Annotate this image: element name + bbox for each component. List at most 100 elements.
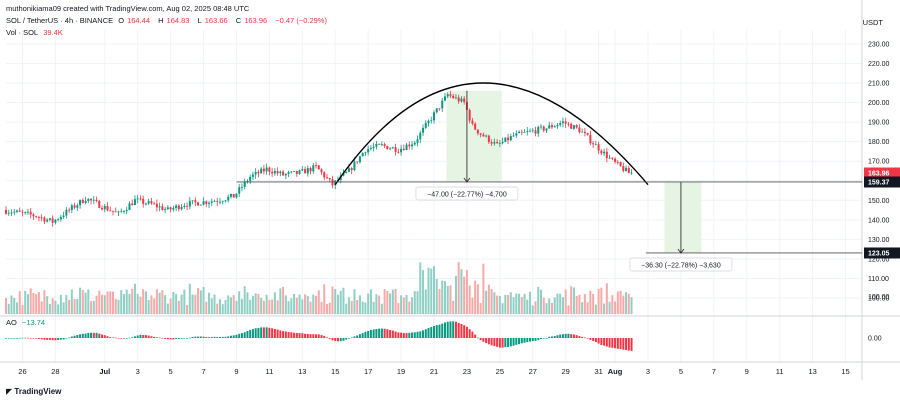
ao-bar <box>7 338 10 339</box>
candle-body <box>353 161 356 171</box>
candle-body <box>345 171 348 173</box>
ao-bar <box>463 325 466 338</box>
ao-legend: AO −13.74 <box>6 318 48 327</box>
candle-body <box>520 131 523 133</box>
ao-bar <box>120 338 123 339</box>
candle-body <box>262 168 265 172</box>
ao-bar <box>172 338 175 340</box>
ao-bar <box>550 336 553 338</box>
ao-bar <box>504 338 507 348</box>
price-tick-label: 150.00 <box>868 198 890 205</box>
ao-bar <box>383 328 386 338</box>
candle-body <box>197 202 200 206</box>
candle-body <box>559 123 562 125</box>
candle-body <box>246 181 249 182</box>
volume-bar <box>216 303 219 314</box>
candle-body <box>487 135 490 143</box>
time-tick-label: 27 <box>529 367 537 376</box>
volume-bar <box>630 297 633 314</box>
candle-body <box>224 200 227 202</box>
candle-body <box>369 148 372 150</box>
volume-bar <box>540 289 542 314</box>
symbol-label[interactable]: SOL / TetherUS · 4h · BINANCE <box>6 16 114 25</box>
candle-body <box>301 169 304 171</box>
candle-body <box>98 201 101 208</box>
volume-legend: Vol · SOL 39.4K <box>6 28 66 37</box>
candle-body <box>271 171 274 174</box>
candle-body <box>142 198 145 204</box>
ao-label[interactable]: AO <box>6 318 17 327</box>
candle-body <box>249 176 252 182</box>
volume-bar <box>336 294 339 314</box>
ao-bar <box>147 335 150 338</box>
ao-bar <box>153 336 156 338</box>
ao-bar <box>43 338 46 340</box>
ao-bar <box>342 338 345 341</box>
volume-bar <box>474 280 477 314</box>
ao-bar <box>380 328 383 338</box>
volume-bar <box>7 303 10 314</box>
volume-bar <box>18 291 21 314</box>
volume-bar <box>430 268 433 314</box>
ao-bar <box>457 322 460 338</box>
volume-bar <box>564 289 567 314</box>
ao-bar <box>166 338 169 340</box>
close-label: C <box>235 16 242 25</box>
time-tick-label: 25 <box>496 367 504 376</box>
ao-bar <box>597 338 600 344</box>
candle-body <box>441 100 444 109</box>
volume-bar <box>361 301 364 314</box>
ao-bar <box>394 331 397 338</box>
ao-bar <box>87 332 90 338</box>
ao-bar <box>347 338 350 339</box>
volume-bar <box>276 300 279 314</box>
candle-body <box>51 218 54 223</box>
volume-bar <box>372 301 375 314</box>
ao-bar <box>158 337 161 339</box>
volume-label[interactable]: Vol · SOL <box>6 28 39 37</box>
ao-bar <box>251 329 254 338</box>
ao-bar <box>575 335 578 338</box>
volume-bar <box>43 289 46 314</box>
ao-bar <box>386 329 389 338</box>
ao-bar <box>249 329 252 338</box>
currency-text: USDT <box>862 18 883 27</box>
candle-body <box>627 167 630 174</box>
time-tick-label: 29 <box>562 367 570 376</box>
ao-bar <box>471 331 474 338</box>
tradingview-logo[interactable]: ◤ TradingView <box>6 387 61 396</box>
candle-body <box>208 202 211 204</box>
volume-bar <box>578 294 581 314</box>
candle-body <box>306 168 309 174</box>
volume-bar <box>545 303 548 314</box>
ao-bar <box>564 333 567 338</box>
ao-bar <box>518 338 521 345</box>
volume-bar <box>394 288 397 314</box>
candle-body <box>309 168 312 172</box>
volume-bar <box>219 299 221 314</box>
volume-bar <box>356 299 359 314</box>
ao-bar <box>213 336 216 338</box>
change-value: −0.47 (−0.29%) <box>275 16 327 25</box>
attribution-line: muthonikiama09 created with TradingView.… <box>6 4 252 13</box>
ao-bar <box>205 337 208 338</box>
volume-bar <box>10 295 13 314</box>
candle-body <box>457 97 460 102</box>
time-tick-label: 11 <box>776 367 784 376</box>
candle-body <box>43 217 46 222</box>
ao-bar <box>194 336 197 338</box>
volume-bar <box>208 292 211 314</box>
ao-bar <box>356 335 359 338</box>
ao-bar <box>68 337 71 339</box>
candle-body <box>95 199 98 202</box>
volume-bar <box>600 287 603 314</box>
ao-bar <box>627 338 630 351</box>
ao-bar <box>276 329 279 338</box>
candle-body <box>463 98 466 102</box>
ao-bar <box>84 333 87 338</box>
volume-bar <box>526 299 529 314</box>
ao-bar <box>526 338 529 343</box>
volume-bar <box>114 298 117 314</box>
